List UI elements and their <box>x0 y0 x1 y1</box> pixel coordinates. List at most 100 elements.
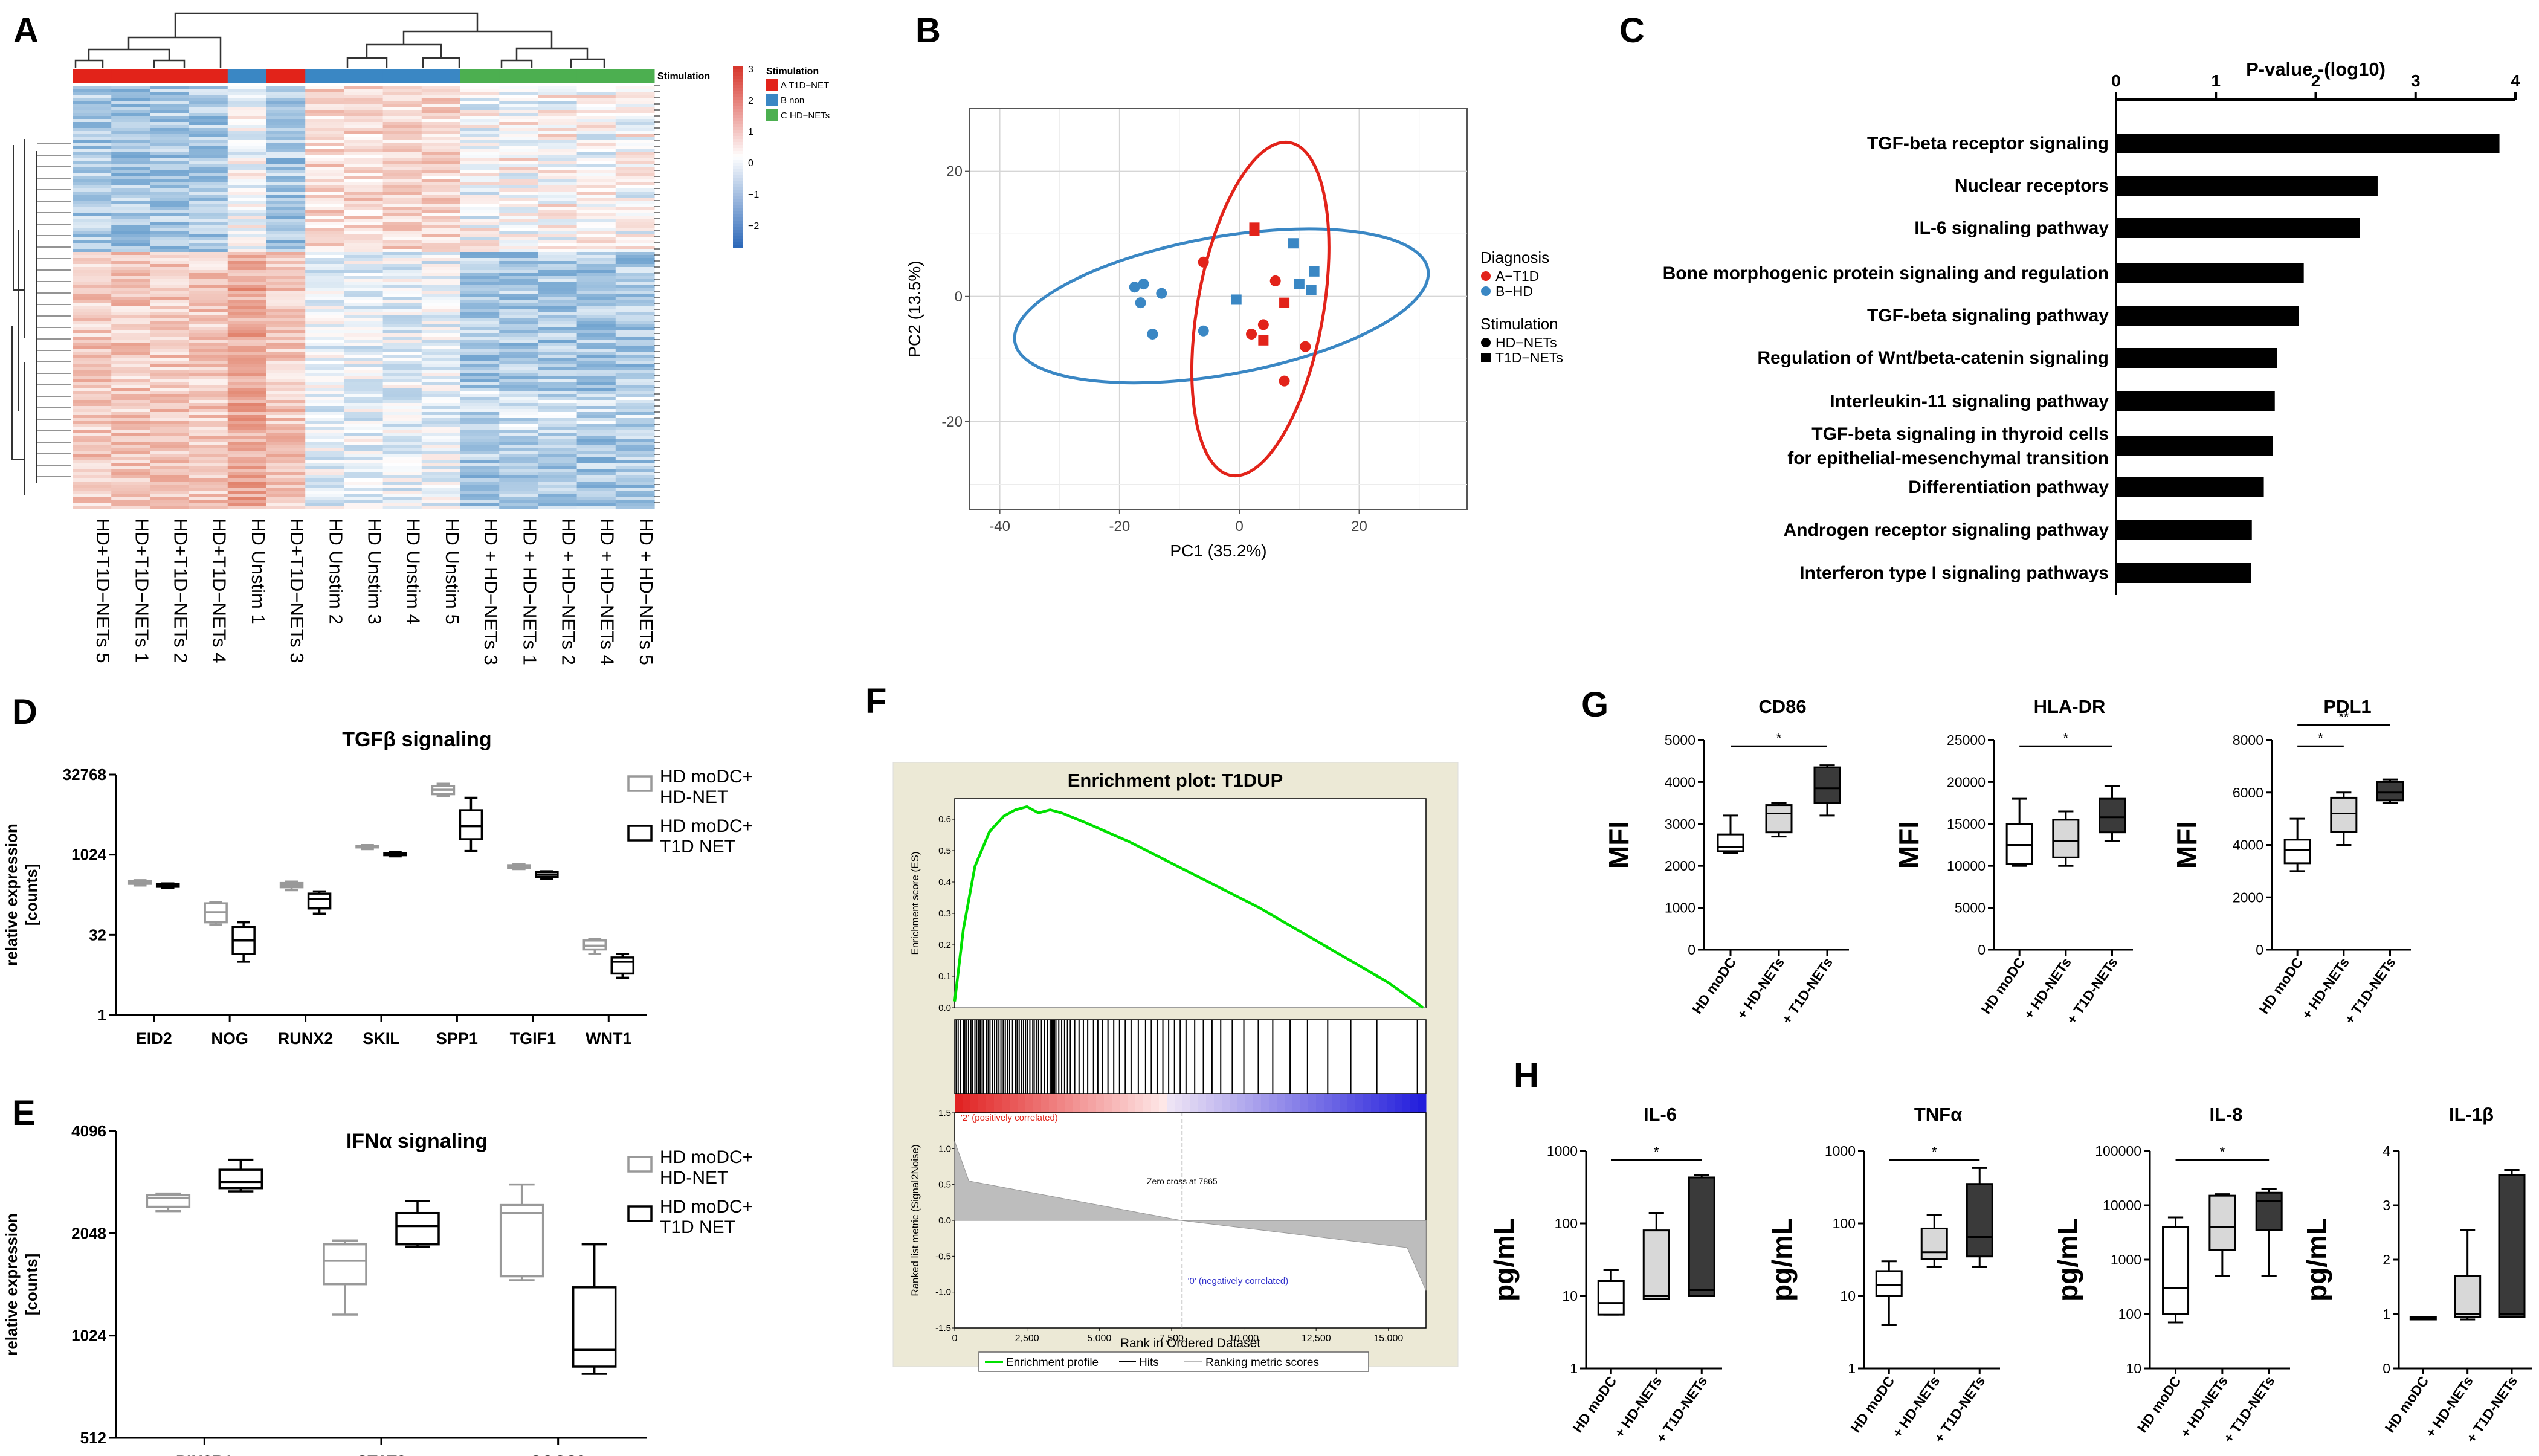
heatmap-cell <box>538 116 578 120</box>
heatmap-cell <box>576 340 616 343</box>
heatmap-cell <box>111 98 150 101</box>
heatmap-cell <box>227 318 267 322</box>
heatmap-cell <box>111 382 150 385</box>
heatmap-cell <box>499 500 538 503</box>
heatmap-cell <box>305 195 344 198</box>
heatmap-cell <box>499 192 538 195</box>
heatmap-cell <box>111 216 150 219</box>
heatmap-cell <box>344 343 384 346</box>
heatmap-cell <box>538 258 578 262</box>
group-label: HD moDC <box>1689 955 1739 1017</box>
heatmap-cell <box>150 131 190 135</box>
heatmap-cell <box>305 294 344 298</box>
heatmap-cell <box>344 439 384 443</box>
heatmap-cell <box>227 101 267 105</box>
heatmap-cell <box>460 421 500 425</box>
confidence-ellipse-t1d <box>1190 140 1331 478</box>
x-tick-label: 0 <box>1236 518 1244 535</box>
rank-color-strip <box>986 1094 995 1113</box>
heatmap-cell <box>227 457 267 461</box>
colorbar-step <box>733 124 743 127</box>
heatmap-cell <box>73 225 112 228</box>
stimulation-cell <box>538 69 578 83</box>
heatmap-cell <box>615 352 655 355</box>
heatmap-cell <box>305 346 344 349</box>
heatmap-cell <box>615 164 655 168</box>
heatmap-cell <box>73 436 112 440</box>
heatmap-cell <box>227 119 267 123</box>
heatmap-cell <box>111 370 150 373</box>
heatmap-cell <box>382 327 422 331</box>
heatmap-cell <box>499 488 538 491</box>
heatmap-cell <box>150 451 190 455</box>
heatmap-cell <box>615 466 655 470</box>
heatmap-cell <box>73 497 112 500</box>
heatmap-cell <box>615 122 655 126</box>
heatmap-cell <box>576 267 616 271</box>
heatmap-cell <box>344 415 384 419</box>
heatmap-cell <box>111 158 150 162</box>
heatmap-cell <box>382 291 422 295</box>
heatmap-cell <box>460 485 500 488</box>
heatmap-cell <box>189 469 228 473</box>
heatmap-cell <box>576 285 616 289</box>
group-label: HD moDC <box>2134 1373 2184 1435</box>
heatmap-cell <box>344 475 384 479</box>
heatmap-cell <box>499 400 538 404</box>
heatmap-cell <box>615 107 655 111</box>
heatmap-cell <box>499 373 538 376</box>
heatmap-cell <box>499 137 538 141</box>
heatmap-cell <box>227 249 267 253</box>
heatmap-cell <box>382 225 422 228</box>
heatmap-cell <box>538 98 578 101</box>
heatmap-cell <box>227 98 267 101</box>
heatmap-cell <box>305 352 344 355</box>
heatmap-cell <box>305 373 344 376</box>
heatmap-cell <box>150 288 190 292</box>
rank-color-strip <box>1308 1094 1317 1113</box>
sample-label: HD+T1D−NETs 3 <box>286 518 308 663</box>
heatmap-cell <box>111 373 150 376</box>
heatmap-cell <box>576 264 616 268</box>
pathway-label: Nuclear receptors <box>1955 176 2109 196</box>
y-axis-label: MFI <box>2171 821 2202 869</box>
heatmap-cell <box>73 303 112 307</box>
heatmap-cell <box>344 279 384 283</box>
heatmap-cell <box>189 337 228 340</box>
heatmap-cell <box>227 463 267 467</box>
heatmap-cell <box>344 340 384 343</box>
heatmap-cell <box>344 228 384 231</box>
heatmap-cell <box>538 485 578 488</box>
colorbar-step <box>733 94 743 97</box>
heatmap-cell <box>460 128 500 132</box>
heatmap-cell <box>460 158 500 162</box>
heatmap-cell <box>421 454 461 458</box>
stimulation-cell <box>227 69 267 83</box>
heatmap-cell <box>499 463 538 467</box>
heatmap-cell <box>499 207 538 210</box>
heatmap-cell <box>615 391 655 395</box>
heatmap-cell <box>538 343 578 346</box>
heatmap-cell <box>538 427 578 431</box>
heatmap-cell <box>382 198 422 201</box>
heatmap-cell <box>499 116 538 120</box>
heatmap-cell <box>499 249 538 253</box>
heatmap-cell <box>499 161 538 165</box>
heatmap-cell <box>266 355 306 358</box>
heatmap-cell <box>615 382 655 385</box>
heatmap-cell <box>73 119 112 123</box>
heatmap-cell <box>111 330 150 334</box>
heatmap-cell <box>344 110 384 114</box>
heatmap-cell <box>189 282 228 286</box>
heatmap-cell <box>538 231 578 234</box>
heatmap-cell <box>344 406 384 410</box>
heatmap-cell <box>460 330 500 334</box>
heatmap-cell <box>344 346 384 349</box>
heatmap-cell <box>382 158 422 162</box>
heatmap-cell <box>615 146 655 150</box>
heatmap-cell <box>266 261 306 265</box>
heatmap-cell <box>73 403 112 407</box>
heatmap-cell <box>344 240 384 243</box>
colorbar-step <box>733 79 743 82</box>
